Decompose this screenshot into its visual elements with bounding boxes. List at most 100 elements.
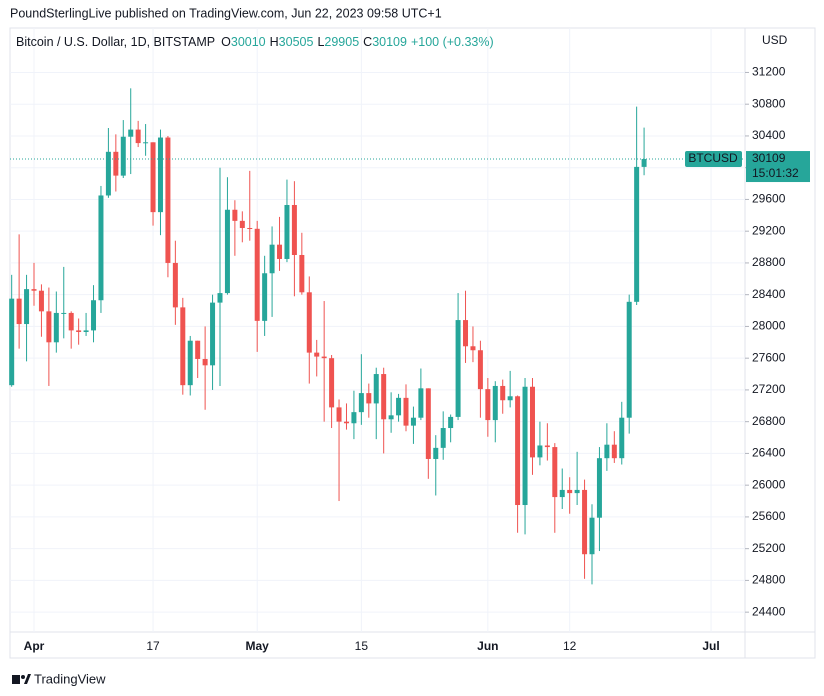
candle-body [440,428,446,448]
candle-body [626,301,632,418]
candle-body [98,195,104,301]
candle-body [239,220,245,229]
candle-body [388,415,394,420]
candle-body [589,517,595,555]
x-tick-label: Apr [24,639,45,653]
candle-body [351,412,357,424]
candle-body [24,289,30,325]
candle-body [180,307,186,386]
y-tick-label: 28000 [752,319,786,333]
candle-body [314,352,320,357]
candle-body [552,447,558,498]
logo-mark [24,674,31,684]
candle-body [202,358,208,366]
candle-body [53,312,59,343]
candle-body [187,340,193,386]
candle-body [217,293,223,303]
candle-body [329,358,335,408]
candle-body [269,244,275,274]
y-tick-label: 27600 [752,350,786,364]
candle-body [172,262,178,308]
candle-body [284,204,290,259]
candle-body [262,273,268,321]
candle-body [105,151,111,196]
candle-body [254,228,260,321]
candle-body [485,389,491,421]
candle-body [336,407,342,422]
candle-body [46,311,52,343]
ohlc-label: L [317,35,324,49]
logo-mark [12,675,20,684]
candle-body [291,204,297,255]
candle-body [366,393,372,404]
ohlc-value: 30010 [231,35,266,49]
candle-body [448,416,454,429]
logo [12,674,31,684]
x-tick-label: 12 [563,639,577,653]
candle-body [358,393,364,413]
candle-body [321,356,327,359]
candle-body [299,254,305,293]
candle-body [232,209,238,221]
x-tick-label: Jun [477,639,498,653]
candle-body [143,142,149,144]
candle-body [611,444,617,459]
x-tick-label: 15 [355,639,369,653]
price-badge [746,151,810,183]
candle-body [120,136,126,176]
publisher: PoundSterlingLive published on TradingVi… [10,6,442,20]
candle-body [492,385,498,421]
candle-body [61,312,67,314]
candle-body [38,290,44,312]
candle-body [343,421,349,424]
candle-body [396,397,402,416]
candle-body [500,385,506,401]
y-tick-label: 25200 [752,541,786,555]
candle-body [641,159,647,167]
y-tick-label: 29600 [752,192,786,206]
candle-body [596,458,602,518]
candle-body [425,388,431,459]
symbol-title: Bitcoin / U.S. Dollar, 1D, BITSTAMP [16,35,215,49]
candle-body [277,244,283,259]
y-tick-label: 30400 [752,128,786,142]
candle-body [470,346,476,351]
y-tick-label: 25600 [752,509,786,523]
candle-body [582,489,588,555]
candle-body [507,396,513,401]
candle-body [195,340,201,359]
ohlc-label: O [221,35,231,49]
candle-body [113,151,119,176]
candle-body [537,445,543,458]
candle-body [91,300,97,331]
x-tick-label: Jul [702,639,719,653]
y-tick-label: 24400 [752,604,786,618]
countdown: 15:01:32 [752,166,799,180]
y-tick-label: 27200 [752,382,786,396]
ohlc-value: 30505 [279,35,314,49]
candle-body [210,302,216,366]
candle-body [76,330,82,332]
candles [9,88,647,585]
candle-body [150,142,156,213]
logo-mark [21,675,25,679]
ohlc-value: 29905 [324,35,359,49]
candle-body [604,444,610,459]
candle-body [634,166,640,302]
y-tick-label: 24800 [752,573,786,587]
candle-body [522,386,528,506]
candle-body [559,489,565,498]
ohlc-value: 30109 [372,35,407,49]
x-tick-label: 17 [146,639,160,653]
y-tick-label: 26000 [752,477,786,491]
symbol-badge [685,151,742,168]
candle-body [381,374,387,420]
y-tick-label: 28800 [752,255,786,269]
candle-body [157,137,163,213]
candle-body [544,445,550,448]
symbol-label: BTCUSD [688,151,738,165]
candle-body [16,298,22,325]
candle-body [410,417,416,426]
